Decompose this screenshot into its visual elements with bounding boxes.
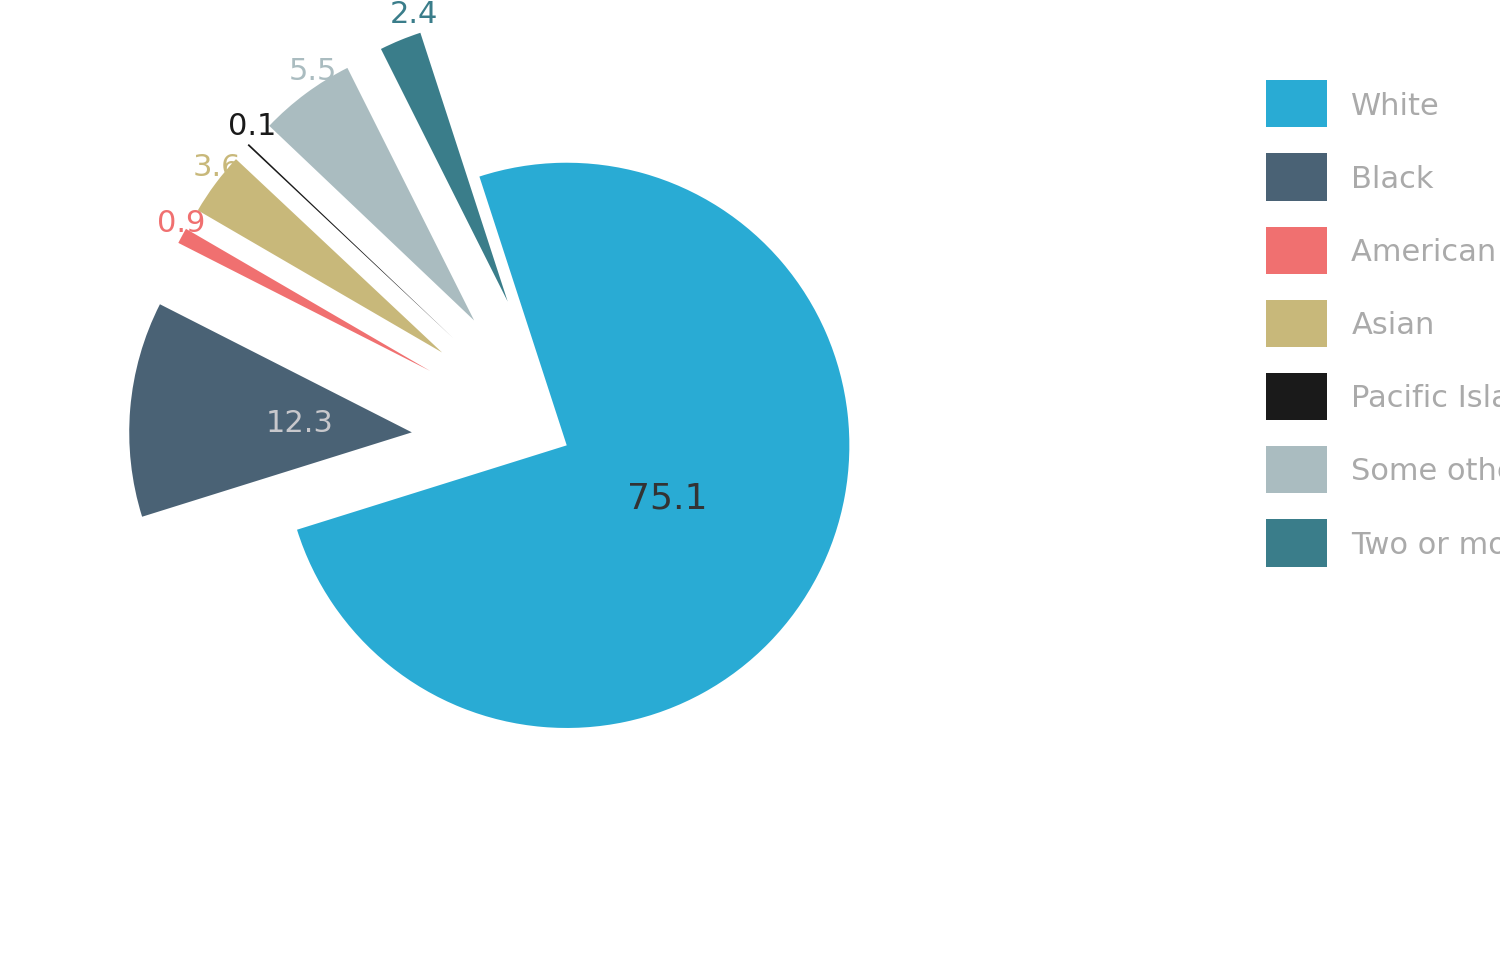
Wedge shape — [297, 163, 849, 728]
Text: 0.1: 0.1 — [228, 111, 276, 140]
Wedge shape — [248, 145, 453, 339]
Text: 3.6: 3.6 — [194, 153, 242, 182]
Wedge shape — [178, 230, 430, 372]
Wedge shape — [129, 305, 413, 517]
Wedge shape — [270, 69, 474, 321]
Legend: White, Black, American Indian, Asian, Pacific Islander, Some other race, Two or : White, Black, American Indian, Asian, Pa… — [1251, 66, 1500, 582]
Text: 5.5: 5.5 — [290, 58, 338, 86]
Text: 2.4: 2.4 — [390, 1, 438, 30]
Wedge shape — [198, 160, 442, 353]
Text: 75.1: 75.1 — [627, 480, 708, 515]
Wedge shape — [381, 34, 507, 303]
Text: 0.9: 0.9 — [158, 209, 206, 237]
Text: 12.3: 12.3 — [266, 409, 333, 438]
